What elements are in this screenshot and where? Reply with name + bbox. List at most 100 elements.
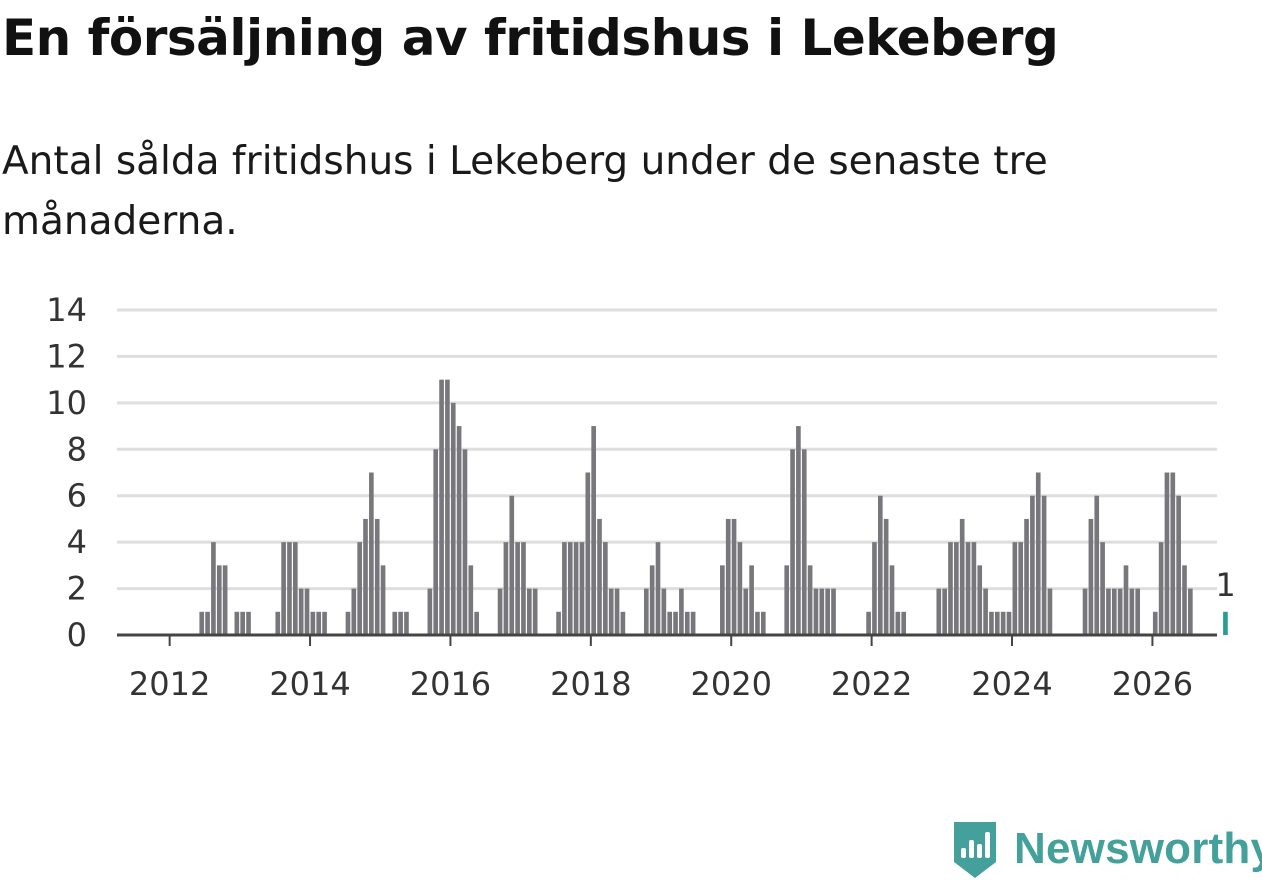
chart-subtitle: Antal sålda fritidshus i Lekeberg under … — [2, 139, 1048, 244]
x-tick-label: 2020 — [691, 665, 772, 703]
bar — [1182, 565, 1187, 635]
bar — [936, 588, 942, 635]
bar — [298, 588, 304, 635]
x-axis-labels: 2012 2014 2016 2018 2020 2022 2024 2026 — [129, 635, 1193, 703]
bar — [614, 588, 620, 635]
x-tick-label: 2018 — [550, 665, 631, 703]
data-labels: 1 — [1215, 566, 1235, 604]
y-tick-label: 2 — [67, 570, 87, 608]
bar — [310, 611, 316, 635]
bar — [1129, 588, 1135, 635]
bar — [901, 611, 907, 635]
bar — [737, 542, 743, 635]
bar — [959, 518, 965, 635]
y-tick-label: 8 — [67, 430, 87, 468]
bar — [1111, 588, 1117, 635]
bar — [456, 426, 462, 635]
bar — [948, 542, 953, 635]
bar — [807, 565, 813, 635]
bar — [369, 472, 374, 635]
bar — [1100, 542, 1105, 635]
bar — [603, 542, 608, 635]
bar — [790, 449, 795, 635]
bar — [679, 588, 684, 635]
bar — [643, 588, 649, 635]
y-tick-label: 14 — [46, 291, 87, 329]
bar — [684, 611, 690, 635]
bar — [380, 565, 386, 635]
bar — [784, 565, 790, 635]
bar — [989, 611, 994, 635]
bar — [427, 588, 433, 635]
bar — [374, 518, 380, 635]
bar — [450, 402, 456, 635]
bar — [509, 495, 515, 635]
bar — [983, 588, 988, 635]
bar — [433, 449, 439, 635]
bar — [1106, 588, 1111, 635]
y-tick-label: 12 — [46, 337, 87, 375]
bar — [532, 588, 538, 635]
bar — [1041, 495, 1047, 635]
bar — [1088, 518, 1094, 635]
bar — [1176, 495, 1181, 635]
bar — [1000, 611, 1006, 635]
x-tick-label: 2016 — [410, 665, 491, 703]
bar — [351, 588, 357, 635]
bar — [819, 588, 825, 635]
y-tick-label: 0 — [67, 616, 87, 654]
bar — [760, 611, 766, 635]
bar — [281, 542, 286, 635]
bar — [1152, 611, 1158, 635]
bar — [661, 588, 667, 635]
bar — [573, 542, 579, 635]
y-tick-label: 4 — [67, 523, 87, 561]
y-axis-labels: 0 2 4 6 8 10 12 14 — [46, 291, 87, 654]
bar — [608, 588, 614, 635]
bar — [474, 611, 479, 635]
bar — [690, 611, 696, 635]
bar — [620, 611, 626, 635]
bar — [801, 449, 807, 635]
bar — [462, 449, 468, 635]
bar — [316, 611, 322, 635]
bar — [877, 495, 883, 635]
bar — [304, 588, 310, 635]
x-tick-label: 2014 — [269, 665, 350, 703]
bar — [357, 542, 362, 635]
bar — [866, 611, 871, 635]
bar — [567, 542, 573, 635]
bar — [994, 611, 1000, 635]
y-tick-label: 6 — [67, 477, 87, 515]
latest-value-label: 1 — [1215, 566, 1235, 604]
bar — [216, 565, 222, 635]
highlighted-bar — [1223, 611, 1228, 635]
x-tick-label: 2026 — [1112, 665, 1193, 703]
bar — [1158, 542, 1164, 635]
bar — [240, 611, 245, 635]
bar — [398, 611, 403, 635]
bar — [965, 542, 971, 635]
bar — [363, 518, 368, 635]
bar — [597, 518, 602, 635]
bar — [1135, 588, 1141, 635]
bar — [322, 611, 327, 635]
bar — [503, 542, 509, 635]
bar — [977, 565, 983, 635]
bar — [526, 588, 532, 635]
newsworthy-logo: Newsworthy — [950, 818, 1262, 880]
bar — [1035, 472, 1041, 635]
x-tick-label: 2022 — [831, 665, 912, 703]
bar — [872, 542, 877, 635]
x-tick-label: 2024 — [971, 665, 1052, 703]
bar — [404, 611, 409, 635]
bar — [1006, 611, 1012, 635]
bar — [971, 542, 977, 635]
bar — [1012, 542, 1018, 635]
bars — [199, 379, 1228, 635]
bar — [755, 611, 760, 635]
x-tick-label: 2012 — [129, 665, 210, 703]
bar — [895, 611, 901, 635]
bar — [673, 611, 678, 635]
